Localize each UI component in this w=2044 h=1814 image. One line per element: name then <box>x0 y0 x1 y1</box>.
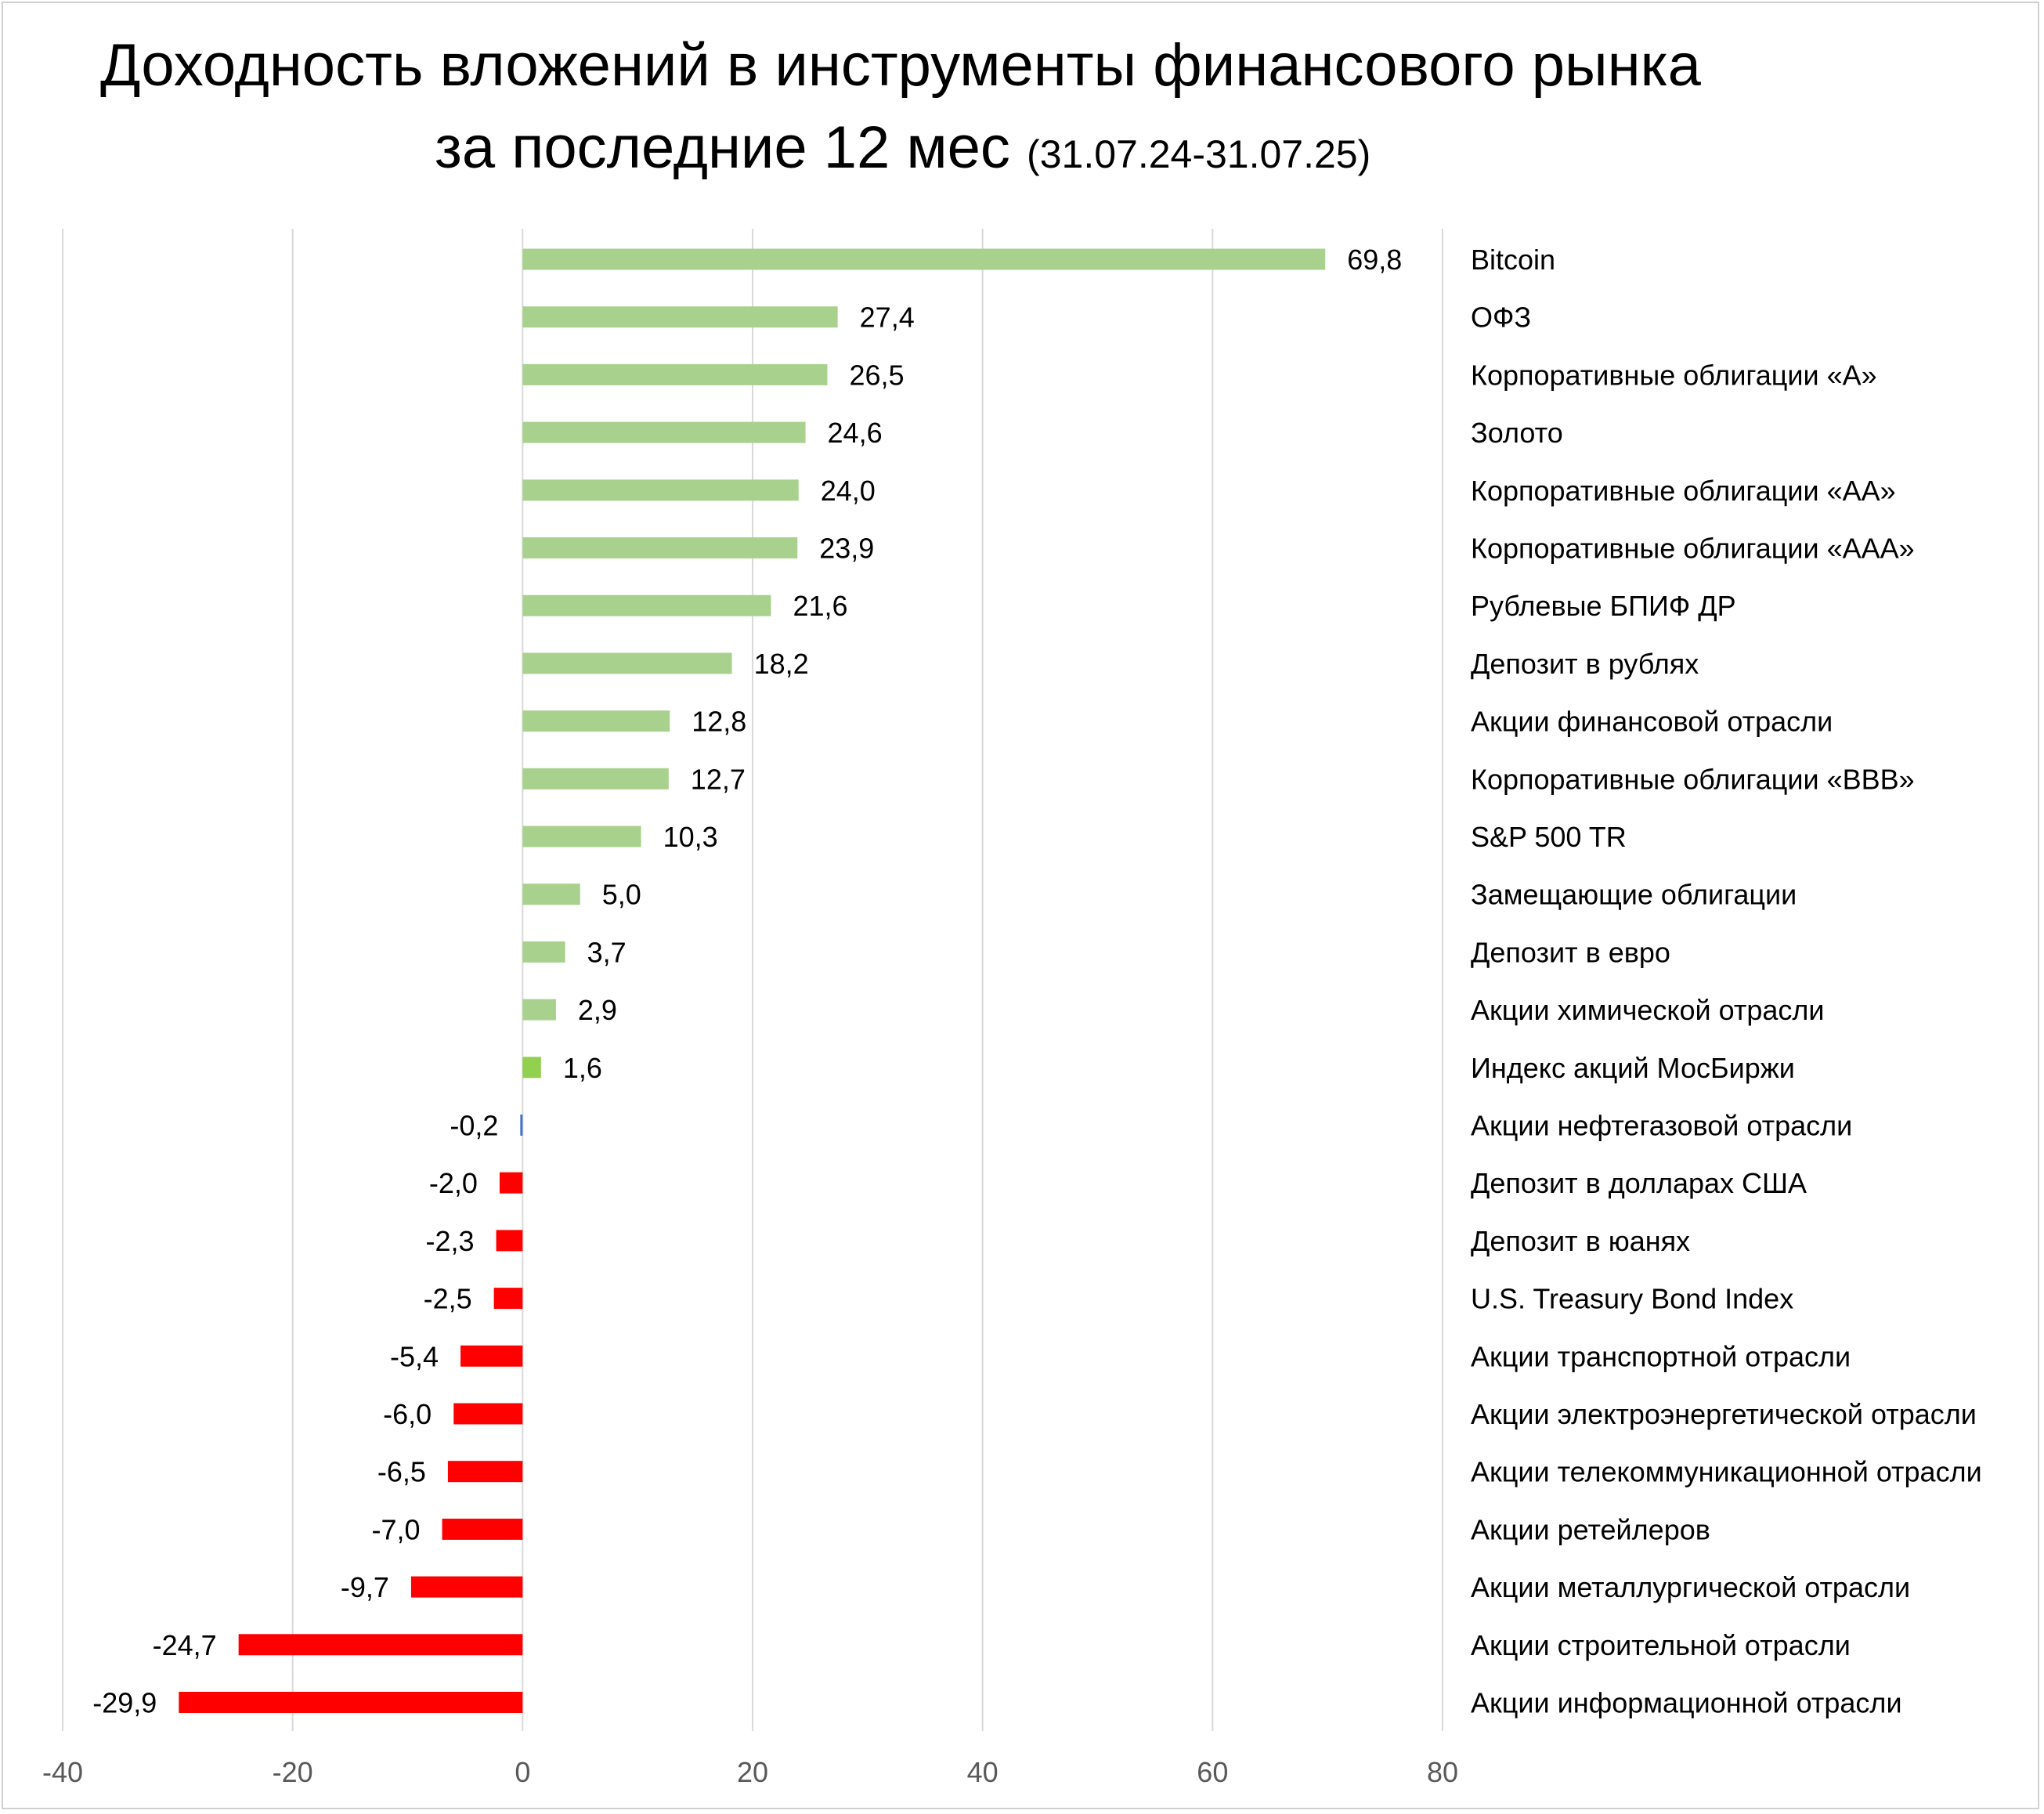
category-label: Акции строительной отрасли <box>1471 1629 1851 1661</box>
category-label: Корпоративные облигации «ВВВ» <box>1471 763 1915 795</box>
data-label: -0,2 <box>450 1110 498 1142</box>
data-label: -6,5 <box>377 1456 426 1488</box>
category-label: Акции химической отрасли <box>1471 994 1825 1026</box>
x-axis-ticks: -40 -20 0 20 40 60 80 <box>42 1756 1458 1788</box>
data-labels: 69,8 27,4 26,5 24,6 24,0 23,9 21,6 18,212,8 12,7… <box>92 244 1402 1719</box>
bar <box>496 1230 523 1252</box>
category-label: Акции нефтегазовой отрасли <box>1471 1110 1852 1142</box>
data-label: 18,2 <box>754 648 809 680</box>
category-label: Корпоративные облигации «А» <box>1471 359 1877 391</box>
data-label: 5,0 <box>602 879 641 911</box>
bar <box>460 1345 523 1367</box>
bar <box>522 1057 541 1079</box>
category-label: U.S. Treasury Bond Index <box>1471 1283 1793 1315</box>
data-label: -2,3 <box>426 1225 475 1257</box>
category-label: Депозит в долларах США <box>1471 1167 1807 1199</box>
category-label: Акции телекоммуникационной отрасли <box>1471 1456 1982 1488</box>
x-tick-label: 0 <box>515 1756 530 1788</box>
data-label: 3,7 <box>587 936 627 968</box>
category-label: Корпоративные облигации «АА» <box>1471 475 1896 507</box>
data-label: -2,0 <box>429 1167 478 1199</box>
bar <box>522 826 641 847</box>
chart-title-period: за последние 12 мес <box>435 114 1010 181</box>
category-label: Рублевые БПИФ ДР <box>1471 590 1736 622</box>
data-label: -24,7 <box>153 1629 217 1661</box>
bar <box>442 1518 523 1540</box>
category-label: Bitcoin <box>1471 244 1555 276</box>
x-tick-label: -20 <box>273 1756 313 1788</box>
data-label: 27,4 <box>860 302 915 334</box>
data-label: -5,4 <box>390 1340 439 1372</box>
bar <box>499 1172 523 1194</box>
category-label: ОФЗ <box>1471 302 1531 334</box>
data-label: 1,6 <box>563 1052 602 1084</box>
bar <box>522 594 771 616</box>
x-tick-label: 40 <box>967 1756 999 1788</box>
bar <box>522 884 580 905</box>
data-label: 21,6 <box>793 590 847 622</box>
category-label: Депозит в евро <box>1471 936 1670 968</box>
category-label: Акции металлургической отрасли <box>1471 1571 1910 1603</box>
chart-title-line2: за последние 12 мес (31.07.24-31.07.25) <box>435 114 2044 182</box>
bar <box>522 248 1326 270</box>
data-label: 26,5 <box>849 359 904 391</box>
bar <box>522 363 828 385</box>
bar <box>238 1634 523 1656</box>
data-label: 24,0 <box>821 475 876 507</box>
bar <box>522 710 670 732</box>
data-label: 12,7 <box>691 763 746 795</box>
data-label: -2,5 <box>424 1283 472 1315</box>
bar <box>522 537 798 558</box>
category-label: Корпоративные облигации «ААА» <box>1471 533 1915 565</box>
bar <box>493 1288 523 1310</box>
category-label: Индекс акций МосБиржи <box>1471 1052 1795 1084</box>
bar <box>522 479 799 501</box>
category-label: S&P 500 TR <box>1471 821 1627 853</box>
data-label: -9,7 <box>341 1571 389 1603</box>
bar <box>520 1115 523 1136</box>
bar <box>522 999 556 1021</box>
chart-title: Доходность вложений в инструменты финанс… <box>100 32 1701 99</box>
bar <box>410 1576 523 1598</box>
data-label: 12,8 <box>692 706 746 738</box>
category-label: Депозит в юанях <box>1471 1225 1690 1257</box>
category-label: Акции информационной отрасли <box>1471 1687 1902 1719</box>
category-label: Замещающие облигации <box>1471 879 1797 911</box>
chart-subtitle: (31.07.24-31.07.25) <box>1027 132 1371 176</box>
bar <box>522 421 806 443</box>
category-labels: Bitcoin ОФЗ Корпоративные облигации «А» Зол… <box>1471 244 1982 1719</box>
category-label: Акции электроэнергетической отрасли <box>1471 1398 1977 1430</box>
data-label: 24,6 <box>828 417 883 449</box>
bar <box>522 652 732 674</box>
category-label: Акции финансовой отрасли <box>1471 706 1833 738</box>
data-label: 23,9 <box>819 533 874 565</box>
gridlines <box>62 229 1443 1731</box>
x-tick-label: 20 <box>737 1756 768 1788</box>
bar <box>522 941 565 963</box>
bar <box>179 1692 523 1713</box>
category-label: Депозит в рублях <box>1471 648 1699 680</box>
data-label: 69,8 <box>1347 244 1402 276</box>
x-tick-label: 80 <box>1427 1756 1458 1788</box>
data-label: 2,9 <box>578 994 617 1026</box>
data-label: 10,3 <box>663 821 718 853</box>
category-label: Золото <box>1471 417 1563 449</box>
x-tick-label: 60 <box>1197 1756 1228 1788</box>
data-label: -29,9 <box>92 1687 157 1719</box>
bar <box>522 306 838 328</box>
x-tick-label: -40 <box>42 1756 83 1788</box>
bars <box>179 248 1326 1713</box>
data-label: -7,0 <box>372 1513 421 1545</box>
data-label: -6,0 <box>383 1398 432 1430</box>
category-label: Акции транспортной отрасли <box>1471 1340 1851 1372</box>
bar <box>453 1403 523 1425</box>
bar <box>522 768 669 790</box>
category-label: Акции ретейлеров <box>1471 1513 1710 1545</box>
bar <box>447 1461 523 1483</box>
